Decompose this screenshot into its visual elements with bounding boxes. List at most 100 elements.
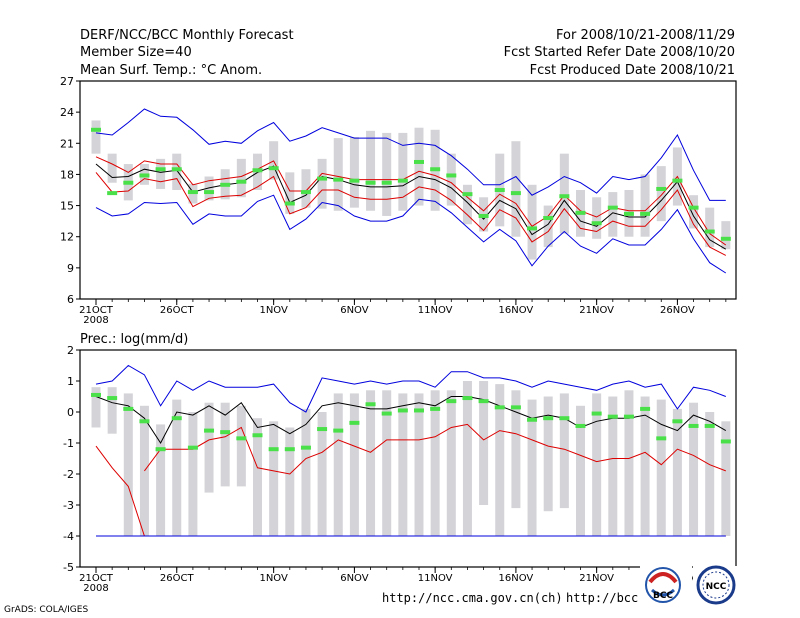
precip-panel-title: Prec.: log(mm/d): [80, 332, 188, 347]
y-tick-label: 21: [60, 137, 74, 150]
spread-box: [301, 169, 311, 208]
ensemble-marker: [591, 411, 602, 416]
y-tick-label: 1: [67, 375, 74, 388]
y-tick-label: -2: [63, 468, 74, 481]
ensemble-marker: [155, 447, 166, 452]
spread-box: [430, 390, 440, 536]
ensemble-marker: [623, 211, 634, 216]
ensemble-marker: [640, 406, 651, 411]
ensemble-marker: [91, 392, 101, 397]
ensemble-marker: [107, 191, 118, 196]
ensemble-marker: [623, 414, 634, 419]
spread-box: [366, 390, 376, 536]
ensemble-marker: [575, 210, 586, 215]
x-tick-label: 16NOV: [499, 573, 534, 584]
ensemble-marker: [155, 167, 166, 172]
spread-box: [91, 120, 101, 154]
ensemble-marker: [204, 190, 215, 195]
ensemble-marker: [220, 182, 231, 187]
ensemble-marker: [494, 188, 505, 192]
ensemble-marker: [704, 229, 715, 234]
ensemble-marker: [252, 433, 263, 438]
url-bcc-site[interactable]: http://bcc.c: [566, 591, 653, 605]
ensemble-marker: [462, 396, 473, 401]
series-line-mean: [95, 396, 727, 444]
header-title: DERF/NCC/BCC Monthly Forecast: [80, 28, 294, 43]
ensemble-marker: [510, 405, 521, 410]
ensemble-marker: [575, 423, 586, 428]
x-year-label: 2008: [83, 315, 108, 326]
spread-box: [414, 393, 424, 536]
ensemble-marker: [365, 180, 376, 185]
ensemble-marker: [591, 221, 602, 226]
spread-box: [317, 158, 327, 209]
series-line-upper: [95, 156, 727, 246]
spread-box: [366, 130, 376, 211]
spread-box: [640, 174, 650, 237]
ensemble-marker: [187, 445, 198, 450]
spread-box: [91, 387, 101, 428]
spread-box: [640, 396, 650, 536]
x-tick-label: 26OCT: [160, 305, 195, 316]
spread-box: [107, 153, 117, 183]
x-tick-label: 6NOV: [340, 573, 369, 584]
ensemble-marker: [543, 416, 554, 421]
ensemble-marker: [107, 396, 118, 401]
ensemble-marker: [236, 179, 247, 184]
spread-box: [301, 408, 311, 536]
ensemble-marker: [478, 213, 489, 218]
ensemble-marker: [543, 216, 554, 221]
ensemble-marker: [204, 428, 215, 433]
series-line-lower: [95, 172, 727, 256]
x-tick-label: 16NOV: [499, 305, 534, 316]
ensemble-marker: [510, 191, 521, 196]
spread-box: [349, 393, 359, 536]
spread-box: [511, 141, 521, 237]
series-line-max: [95, 108, 726, 201]
ensemble-marker: [365, 402, 376, 407]
ensemble-marker: [430, 167, 441, 172]
ncc-logo-text: NCC: [706, 582, 727, 592]
ensemble-marker: [527, 226, 538, 231]
header-period: For 2008/10/21-2008/11/29: [556, 28, 735, 43]
spread-box: [656, 166, 666, 222]
ensemble-marker: [268, 447, 279, 452]
ensemble-marker: [672, 178, 683, 183]
x-tick-label: 21NOV: [579, 305, 614, 316]
spread-box: [705, 207, 715, 248]
y-tick-label: 12: [60, 231, 74, 244]
y-tick-label: 9: [67, 262, 74, 275]
y-tick-label: 18: [60, 168, 74, 181]
ensemble-marker: [704, 423, 715, 428]
spread-box: [285, 172, 295, 214]
ensemble-marker: [381, 180, 392, 185]
spread-box: [220, 402, 230, 487]
spread-box: [382, 132, 392, 216]
ncc-logo: NCC: [693, 565, 739, 606]
ensemble-marker: [607, 205, 618, 210]
header-member-size: Member Size=40: [80, 45, 192, 60]
spread-box: [269, 421, 279, 536]
spread-box: [543, 396, 553, 512]
y-tick-label: -3: [63, 499, 74, 512]
ensemble-marker: [220, 430, 231, 435]
x-tick-label: 1NOV: [259, 573, 288, 584]
header-start-date: Fcst Started Refer Date 2008/10/20: [504, 45, 735, 60]
ensemble-marker: [317, 427, 328, 432]
series-line-mean: [95, 163, 727, 250]
x-tick-label: 11NOV: [418, 305, 453, 316]
spread-box: [479, 381, 489, 505]
spread-box: [398, 393, 408, 536]
spread-box: [236, 405, 246, 487]
ensemble-marker: [284, 201, 295, 206]
series-line-max: [95, 364, 726, 413]
spread-box: [672, 408, 682, 536]
spread-box: [123, 393, 133, 536]
ensemble-marker: [430, 406, 441, 411]
ensemble-marker: [139, 173, 150, 178]
url-chinese-site[interactable]: http://ncc.cma.gov.cn(ch): [382, 591, 563, 605]
spread-box: [721, 221, 731, 250]
y-tick-label: -5: [63, 561, 74, 574]
